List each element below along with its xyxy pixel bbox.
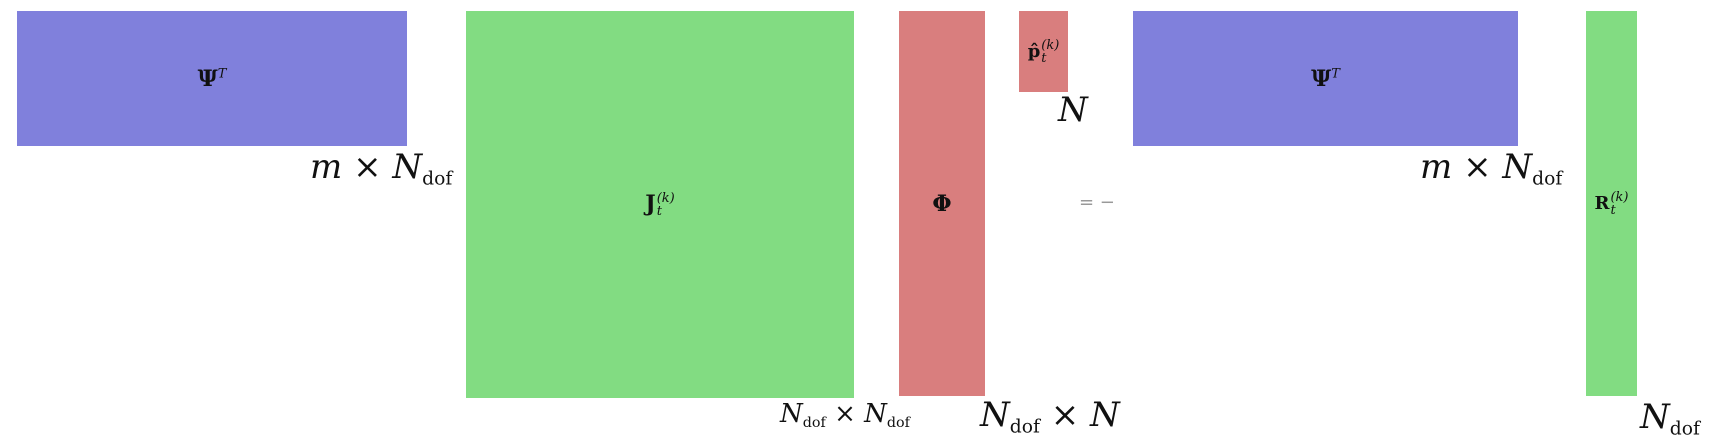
psi-transpose-dimension-left: m × Ndof (310, 147, 453, 190)
residual-label: R (k) t (1594, 189, 1629, 218)
jacobian-label: J (k) t (645, 191, 675, 219)
phi-label: Φ (932, 190, 952, 217)
psi-transpose-label-left: ΨT (197, 65, 227, 92)
psi-transpose-matrix-right: ΨT (1133, 11, 1518, 146)
jacobian-matrix: J (k) t (466, 11, 854, 398)
p-hat-dimension: N (1058, 90, 1088, 130)
psi-transpose-dimension-right: m × Ndof (1420, 147, 1563, 190)
phi-matrix: Φ (899, 11, 985, 396)
psi-transpose-label-right: ΨT (1311, 65, 1340, 92)
phi-dimension: Ndof × N (980, 395, 1120, 438)
residual-vector: R (k) t (1586, 11, 1637, 396)
psi-transpose-matrix-left: ΨT (17, 11, 407, 146)
p-hat-label: p̂ (k) t (1027, 37, 1060, 66)
p-hat-vector: p̂ (k) t (1019, 11, 1068, 92)
equals-minus-operator: = − (1079, 192, 1115, 213)
jacobian-dimension: Ndof × Ndof (780, 399, 910, 431)
residual-dimension: Ndof (1640, 397, 1700, 440)
